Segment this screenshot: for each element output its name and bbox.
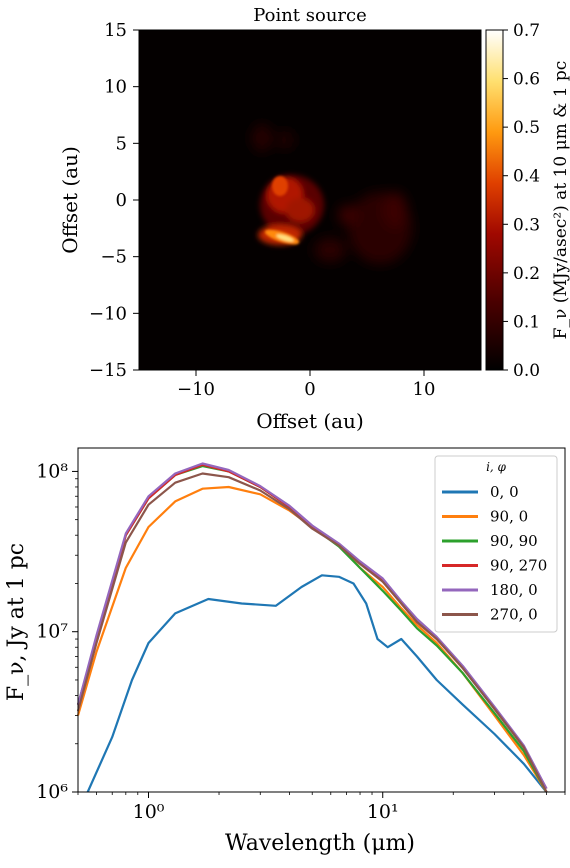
series-line	[76, 462, 548, 790]
sed-y-tick-label: 10⁸	[36, 460, 68, 482]
colorbar-tick-label: 0.3	[513, 215, 540, 235]
sed-y-tick-label: 10⁶	[36, 781, 68, 803]
heatmap-peak-emission	[264, 176, 300, 245]
image-title: Point source	[253, 5, 367, 26]
sed-axes: 10⁰ 10¹ 10⁶ 10⁷ 10⁸	[36, 460, 566, 823]
image-y-tick-label: 15	[104, 20, 127, 41]
series-line	[86, 574, 548, 793]
colorbar-tick-label: 0.4	[513, 167, 540, 187]
legend-entry-label: 90, 270	[490, 557, 547, 575]
legend-entry-label: 180, 0	[490, 581, 538, 599]
image-x-tick-label: 0	[304, 379, 315, 400]
sed-x-tick-label: 10⁰	[133, 801, 165, 823]
sed-y-label: F_ν, Jy at 1 pc	[4, 543, 29, 701]
legend-entry-label: 270, 0	[490, 606, 538, 624]
sed-series	[76, 462, 548, 793]
colorbar-gradient	[485, 29, 504, 371]
colorbar-tick-label: 0.2	[513, 264, 540, 284]
image-x-label: Offset (au)	[256, 409, 364, 433]
colorbar-tick-label: 0.7	[513, 21, 540, 41]
legend: i, φ 0, 0 90, 0 90, 90 90, 270 180, 0 270, 0	[434, 455, 558, 633]
legend-entry-label: 90, 90	[490, 532, 538, 550]
image-y-tick-label: −10	[89, 303, 127, 324]
legend-items: 0, 0 90, 0 90, 90 90, 270 180, 0 270, 0	[442, 483, 547, 624]
image-y-label: Offset (au)	[58, 146, 82, 254]
sed-y-tick-label: 10⁷	[36, 621, 68, 643]
image-y-tick-label: 0	[116, 190, 127, 211]
image-x-tick-label: −10	[177, 379, 215, 400]
sed-x-tick-label: 10¹	[367, 801, 399, 823]
legend-box	[434, 455, 558, 633]
sed-x-label: Wavelength (μm)	[225, 831, 415, 856]
colorbar-tick-label: 0.5	[513, 118, 540, 138]
image-y-tick-label: 10	[104, 77, 127, 98]
image-axes: −10 0 10 −15 −10 −5 0 5 10 15	[89, 20, 435, 400]
legend-title: i, φ	[486, 460, 506, 474]
legend-entry-label: 0, 0	[490, 483, 519, 501]
colorbar-tick-label: 0.1	[513, 312, 540, 332]
colorbar-label: F_ν (MJy/asec²) at 10 μm & 1 pc	[551, 61, 570, 340]
image-x-tick-label: 10	[413, 379, 436, 400]
legend-entry-label: 90, 0	[490, 508, 528, 526]
image-y-tick-label: −5	[100, 247, 127, 268]
heatmap-faint-emission	[252, 124, 412, 264]
image-y-tick-label: −15	[89, 360, 127, 381]
colorbar-tick-label: 0.0	[513, 361, 540, 381]
colorbar-ticks: 0.0 0.1 0.2 0.3 0.4 0.5 0.6 0.7	[503, 21, 540, 381]
series-line	[76, 472, 548, 793]
colorbar-tick-label: 0.6	[513, 70, 540, 90]
heatmap-image	[138, 29, 482, 371]
sed-frame	[77, 447, 566, 793]
colorbar: 0.0 0.1 0.2 0.3 0.4 0.5 0.6 0.7 F_ν (MJy/asec²)…	[485, 21, 570, 381]
image-y-tick-label: 5	[116, 133, 127, 154]
